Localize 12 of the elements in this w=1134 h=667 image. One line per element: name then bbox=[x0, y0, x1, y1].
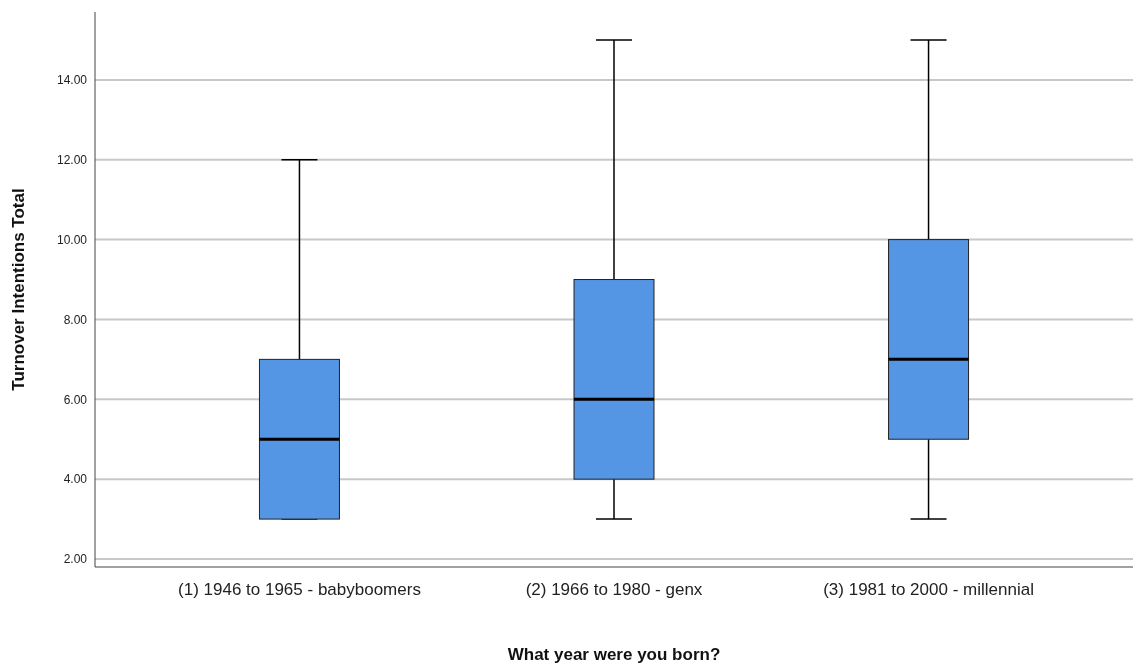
y-tick-label: 12.00 bbox=[56, 152, 88, 167]
y-axis-title: Turnover Intentions Total bbox=[9, 188, 28, 391]
y-tick-label: 10.00 bbox=[56, 232, 88, 247]
y-tick-label: 2.00 bbox=[63, 552, 88, 567]
y-tick-label: 4.00 bbox=[63, 472, 88, 487]
x-axis-title: What year were you born? bbox=[507, 645, 721, 664]
x-tick-label: (1) 1946 to 1965 - babyboomers bbox=[178, 580, 421, 599]
x-tick-label: (3) 1981 to 2000 - millennial bbox=[823, 580, 1034, 599]
y-tick-label: 8.00 bbox=[63, 312, 88, 327]
x-tick-label: (2) 1966 to 1980 - genx bbox=[525, 580, 703, 599]
y-tick-label: 6.00 bbox=[63, 392, 88, 407]
y-tick-label: 14.00 bbox=[56, 73, 88, 88]
